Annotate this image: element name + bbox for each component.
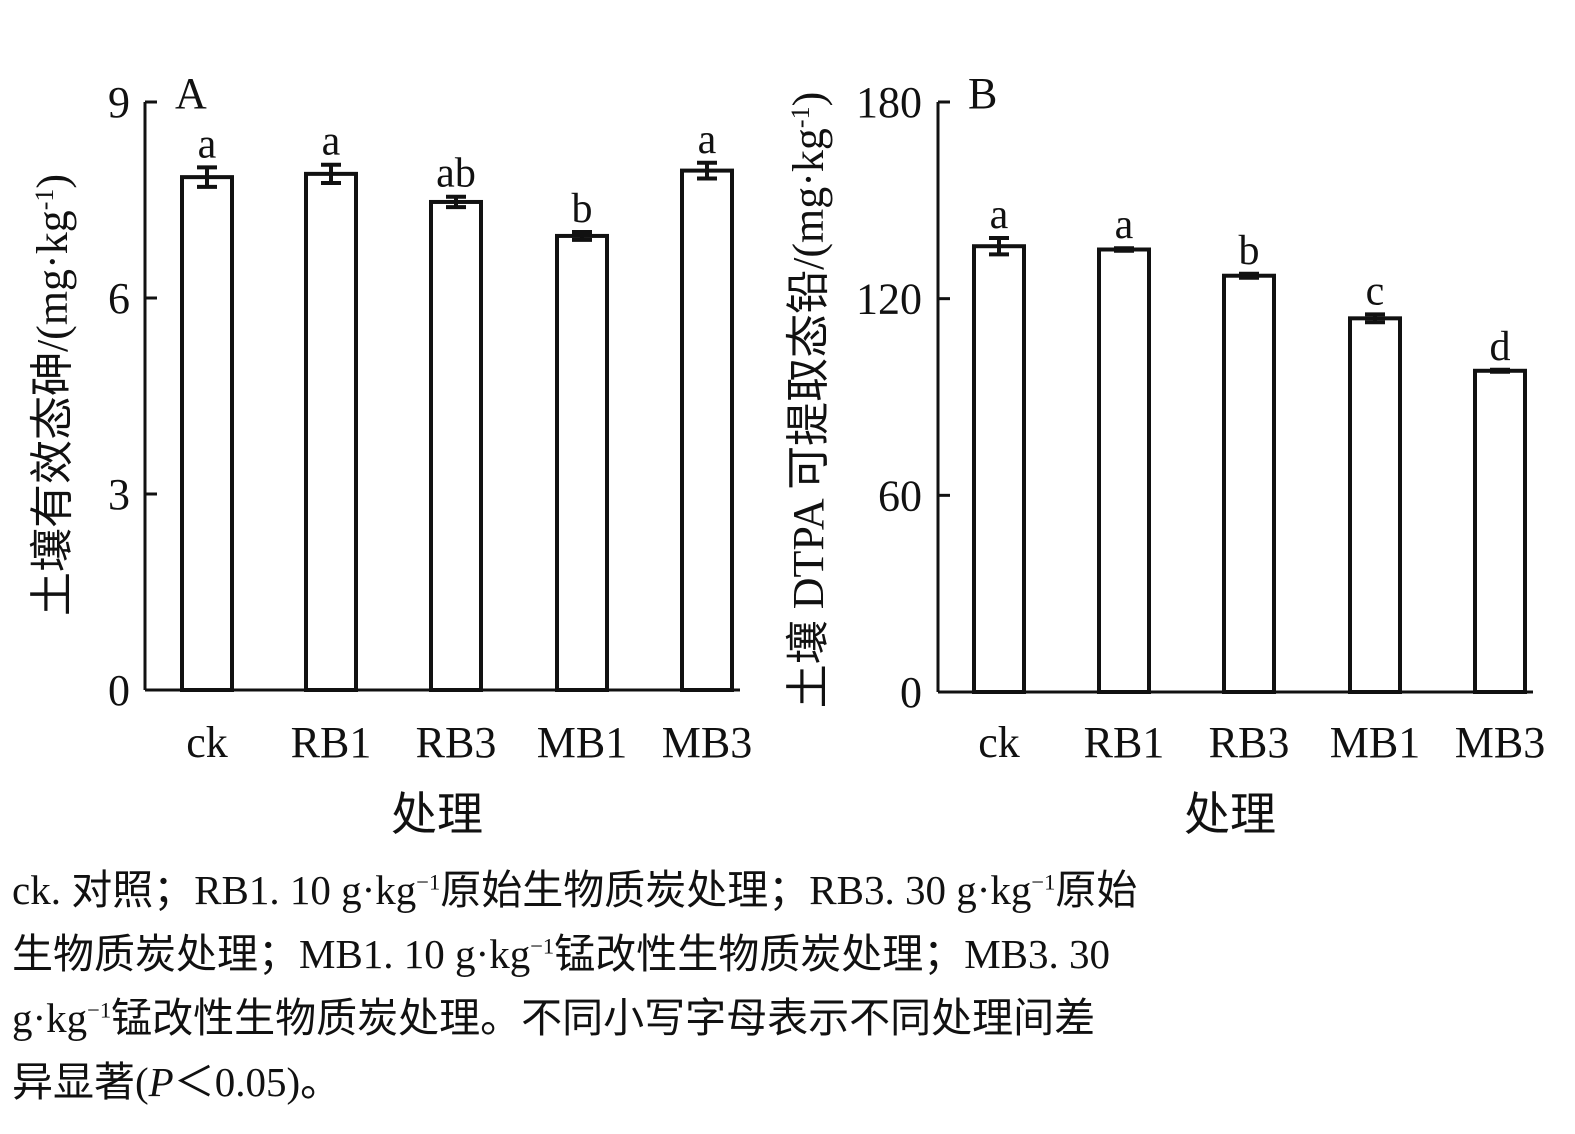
panel-label: B [968,69,997,118]
bar [1473,368,1527,694]
y-tick-label: 60 [878,471,922,520]
panel-a: 0 3 6 9 a ck a RB1 ab RB3 b MB1 a MB3 A 处理 土壤有效态砷/(mg·kg… [28,69,752,840]
y-tick-label: 0 [108,666,130,715]
x-tick-label: ck [978,718,1020,767]
bar [304,171,358,693]
bar [429,199,483,693]
significance-label: a [990,192,1009,238]
y-axis-title-end: ) [784,92,833,107]
y-tick-label: 180 [856,78,922,127]
x-tick-label: MB3 [1455,718,1545,767]
caption-line-3: g·kg−1锰改性生物质炭处理。不同小写字母表示不同处理间差 [12,995,1096,1041]
x-tick-label: RB1 [291,718,372,767]
y-axis-title-main: 土壤有效态砷/(mg·kg [28,210,77,616]
significance-label: a [1115,202,1134,248]
x-axis-title: 处理 [391,789,483,840]
y-tick-label: 6 [108,274,130,323]
panel-b: 0 60 120 180 a ck a RB1 b RB3 c MB1 d MB3 B 处理 土壤 DTPA 可… [784,69,1545,840]
y-axis-title-main: 土壤 DTPA 可提取态铅/(mg·kg [784,128,833,708]
y-tick-label: 9 [108,78,130,127]
bar [1097,247,1151,694]
x-tick-label: RB3 [416,718,497,767]
caption-line-2: 生物质炭处理；MB1. 10 g·kg−1锰改性生物质炭处理；MB3. 30 [12,931,1111,977]
y-axis-title-end: ) [28,174,77,189]
significance-label: a [698,117,717,163]
x-axis-title: 处理 [1184,789,1276,840]
caption-line-1: ck. 对照；RB1. 10 g·kg−1原始生物质炭处理；RB3. 30 g·… [12,867,1138,913]
x-tick-label: ck [186,718,228,767]
x-tick-label: MB3 [662,718,752,767]
figure-caption: ck. 对照；RB1. 10 g·kg−1原始生物质炭处理；RB3. 30 g·… [12,858,1564,1114]
x-tick-label: MB1 [537,718,627,767]
significance-label: c [1366,268,1385,314]
figure: 0369ackaRB1abRB3bMB1aMB3A处理土壤有效态砷/(mg·kg… [28,69,1545,840]
significance-label: a [198,121,217,167]
x-tick-label: RB3 [1209,718,1290,767]
bar [180,175,234,692]
bar [555,233,609,693]
caption-line-4: 异显著(P＜0.05)。 [12,1059,342,1105]
bar [1348,316,1402,694]
y-tick-label: 120 [856,275,922,324]
significance-label: b [572,186,593,232]
y-tick-label: 0 [900,668,922,717]
significance-label: ab [436,151,476,197]
bar [1222,273,1276,694]
bar [680,168,734,693]
x-tick-label: MB1 [1330,718,1420,767]
significance-label: b [1239,228,1260,274]
y-axis-title: 土壤有效态砷/(mg·kg-1) [28,174,77,616]
panel-label: A [175,69,207,118]
significance-label: a [322,119,341,165]
y-axis-title-sup: -1 [786,106,815,128]
y-tick-label: 3 [108,470,130,519]
y-axis-title: 土壤 DTPA 可提取态铅/(mg·kg-1) [784,92,833,709]
y-axis-title-sup: -1 [30,189,59,211]
bar [972,244,1026,694]
significance-label: d [1490,324,1511,370]
x-tick-label: RB1 [1084,718,1165,767]
